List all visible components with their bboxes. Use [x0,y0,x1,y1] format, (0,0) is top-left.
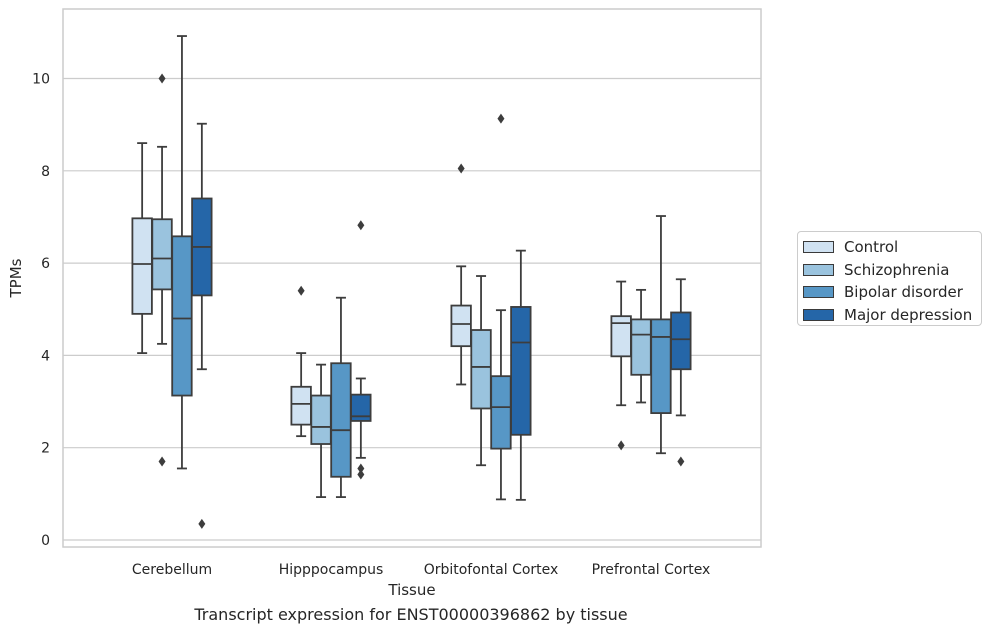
x-tick-label: Cerebellum [132,562,212,578]
y-tick-label: 10 [32,72,50,88]
legend-label: Major depression [844,305,973,324]
box-iqr [310,394,332,445]
box-bipolar-disorder-2 [490,113,512,501]
box-iqr [350,393,372,422]
legend-swatch [803,286,834,299]
legend-swatch [803,308,834,321]
legend-item: Bipolar disorder [803,281,981,304]
x-axis-title: Tissue [387,581,435,599]
box-major-depression-1 [350,220,372,480]
legend-swatch [803,263,834,276]
box-iqr [450,304,472,348]
box-control-0 [131,142,153,354]
y-tick-label: 4 [41,348,50,364]
x-axis-ticks: Cerebellum Hipppocampus Orbitofontal Corte… [132,562,710,578]
box-schizophrenia-2 [470,275,492,467]
legend-item: Control [803,236,981,259]
box-iqr [290,385,312,426]
box-iqr [470,329,492,410]
legend-swatch [803,241,834,254]
box-iqr [650,318,672,414]
outlier-point [357,220,365,231]
gridlines [63,77,761,541]
y-axis-ticks: 0 2 4 6 8 10 [32,72,50,550]
box-iqr [670,311,692,371]
box-major-depression-2 [510,249,532,501]
box-bipolar-disorder-1 [330,296,352,498]
box-major-depression-0 [191,122,213,529]
y-tick-label: 6 [41,256,50,272]
y-tick-label: 0 [41,533,50,549]
outlier-point [617,440,625,451]
box-bipolar-disorder-0 [171,35,193,470]
x-tick-label: Hipppocampus [279,562,384,578]
plot-frame [62,8,762,548]
box-iqr [510,306,532,436]
outlier-point [297,285,305,296]
chart-title: Transcript expression for ENST0000039686… [194,605,628,624]
y-axis-title: TPMs [7,258,25,298]
x-tick-label: Orbitofontal Cortex [424,562,559,578]
box-major-depression-3 [670,278,692,467]
box-iqr [151,218,173,291]
y-tick-label: 8 [41,164,50,180]
box-iqr [131,217,153,315]
box-control-1 [290,285,312,438]
legend-label: Bipolar disorder [844,283,963,302]
legend-item: Schizophrenia [803,259,981,282]
outlier-point [677,456,685,467]
box-iqr [171,235,193,397]
outlier-point [357,463,365,474]
box-iqr [630,318,652,376]
outlier-point [158,456,166,467]
box-iqr [490,375,512,450]
box-bipolar-disorder-3 [650,215,672,455]
outlier-point [158,73,166,84]
y-tick-label: 2 [41,441,50,457]
x-tick-label: Prefrontal Cortex [592,562,711,578]
outlier-point [198,518,206,529]
outlier-point [497,113,505,124]
box-control-2 [450,163,472,386]
legend: Control Schizophrenia Bipolar disorder Majo… [797,231,982,326]
box-schizophrenia-1 [310,363,332,498]
box-schizophrenia-0 [151,73,173,467]
outlier-point [357,469,365,480]
plot-area [131,35,692,529]
outlier-point [457,163,465,174]
legend-label: Schizophrenia [844,260,950,279]
box-schizophrenia-3 [630,288,652,404]
box-control-3 [610,280,632,451]
box-iqr [330,362,352,478]
legend-label: Control [844,238,899,257]
legend-item: Major depression [803,304,981,327]
